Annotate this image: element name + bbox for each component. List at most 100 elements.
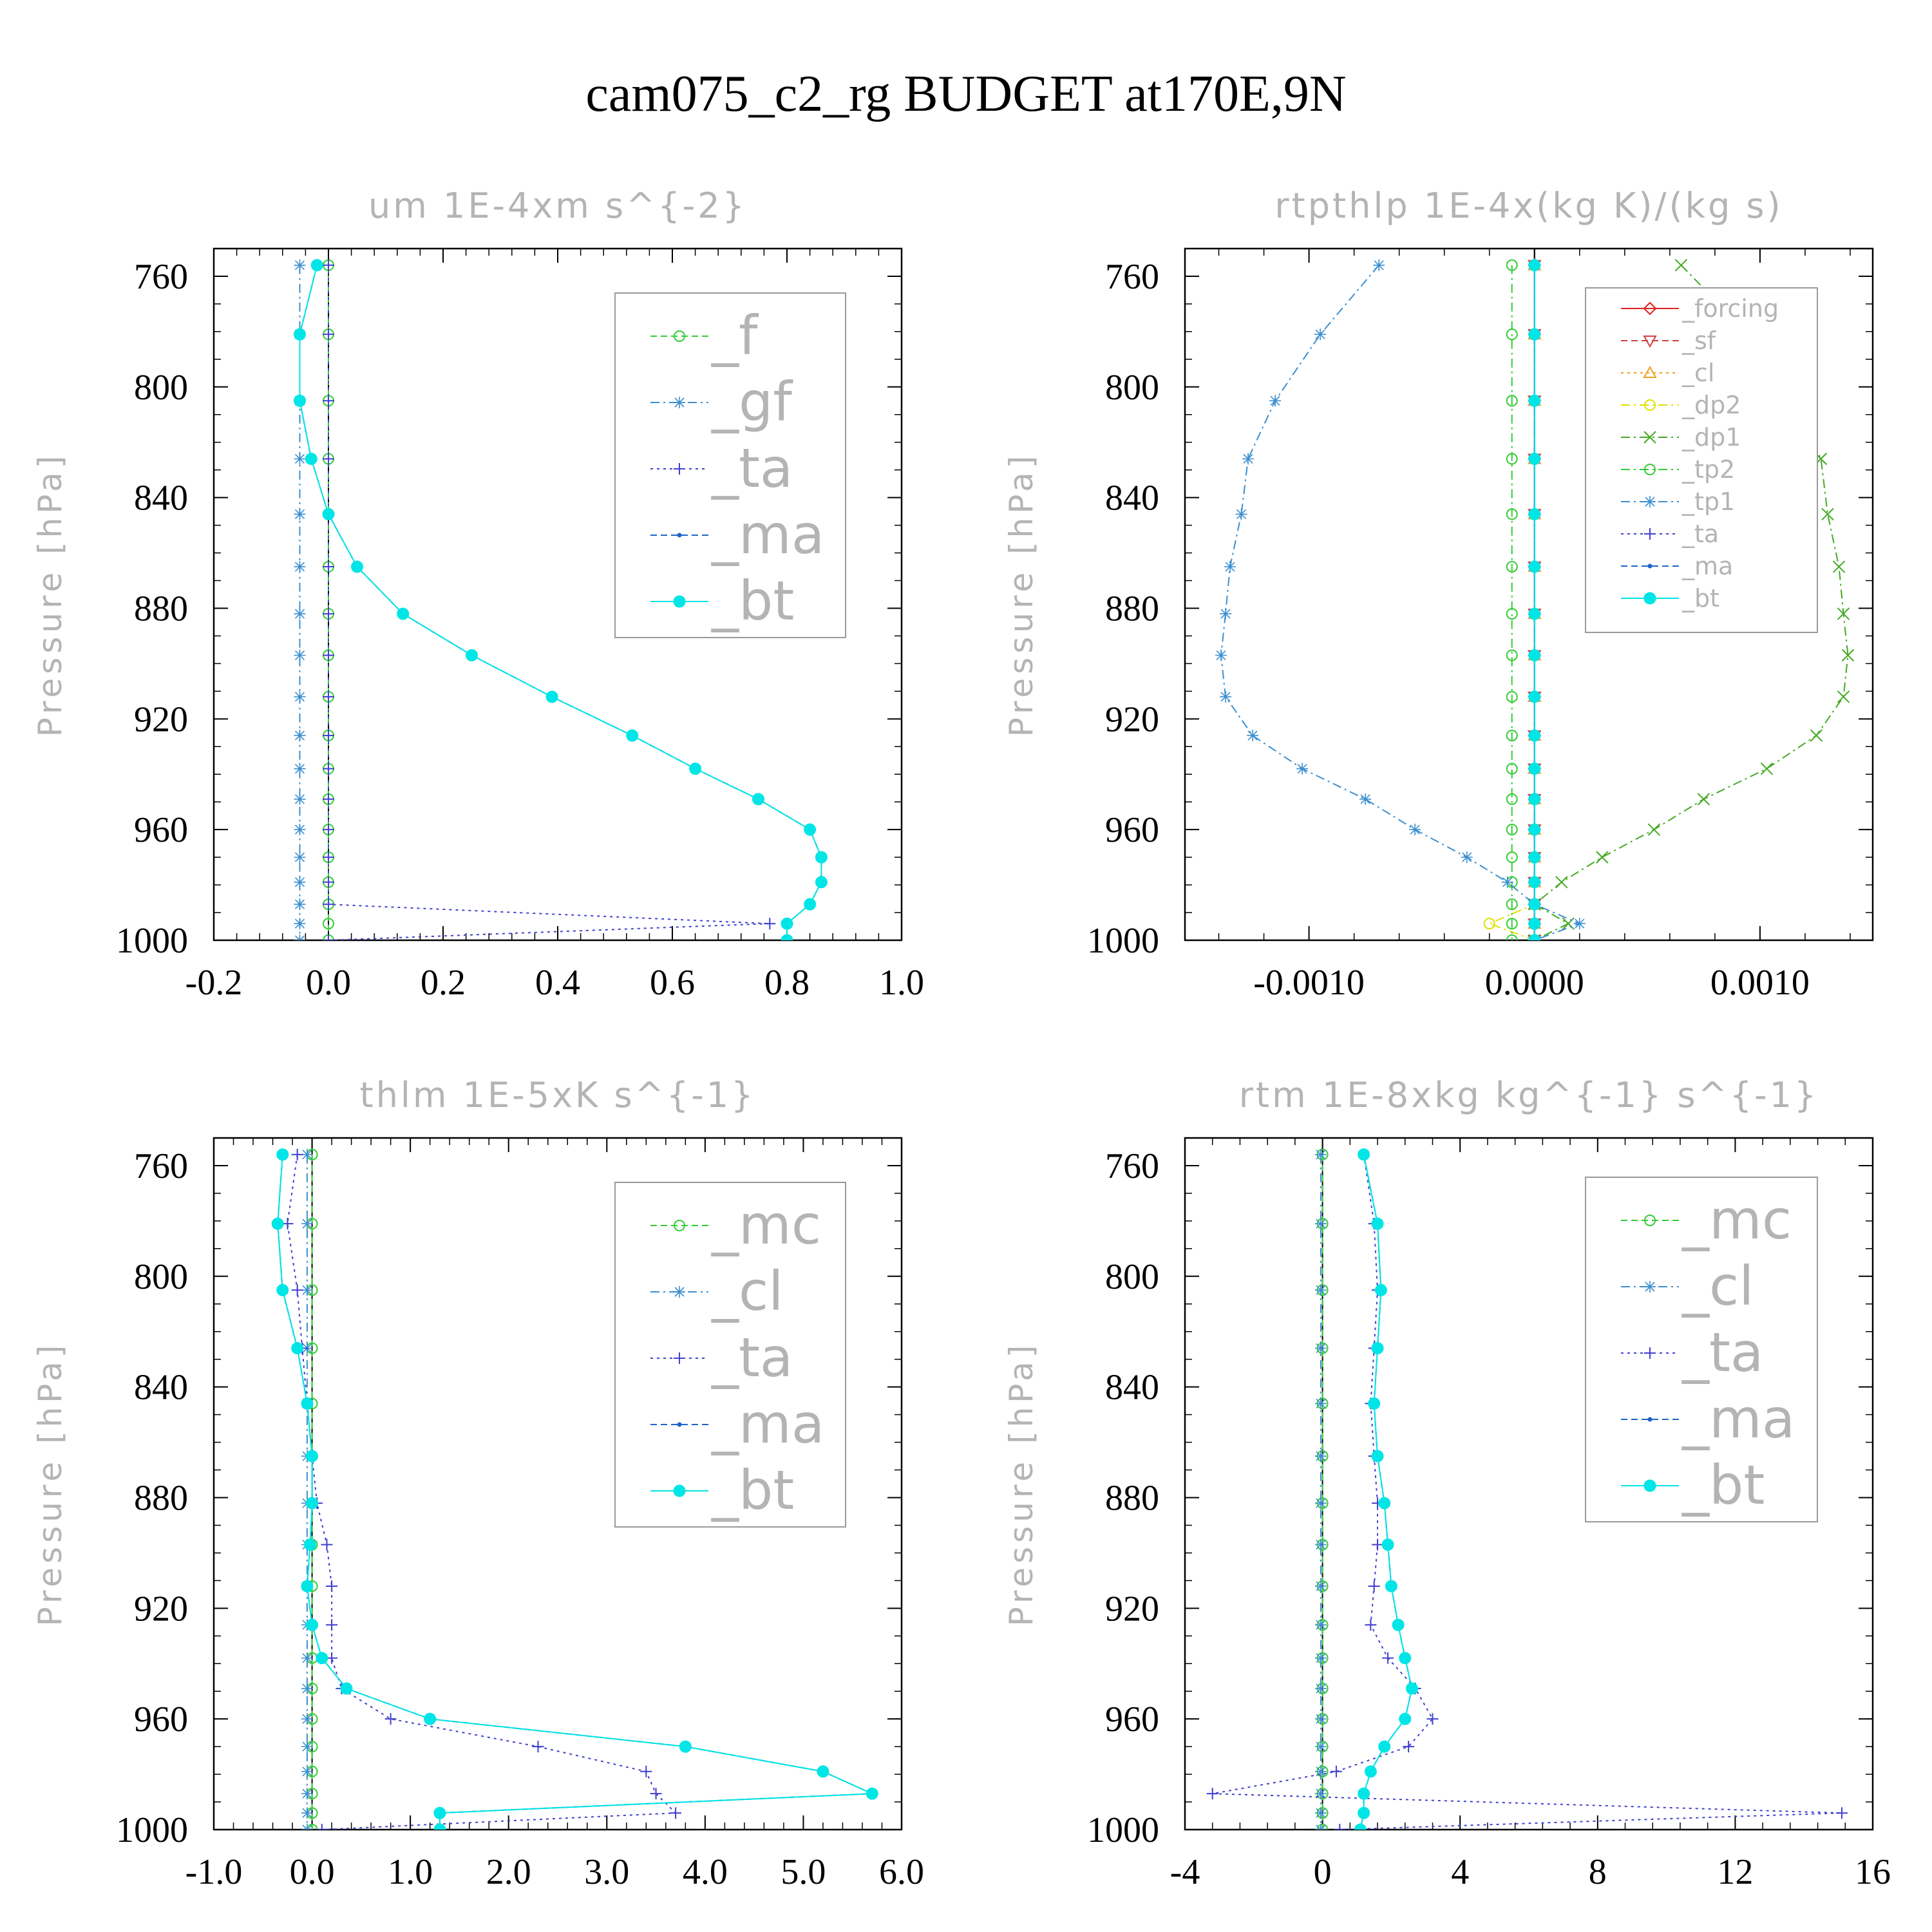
data-point bbox=[424, 1712, 437, 1725]
y-tick-label: 800 bbox=[1105, 368, 1159, 408]
x-tick-label: 5.0 bbox=[781, 1852, 826, 1892]
data-point bbox=[1528, 328, 1541, 341]
data-point bbox=[326, 1619, 338, 1631]
data-point bbox=[1314, 1450, 1327, 1463]
legend-marker bbox=[1644, 464, 1656, 475]
data-point bbox=[1528, 917, 1541, 930]
data-point bbox=[752, 793, 764, 806]
y-tick-label: 920 bbox=[134, 1589, 188, 1629]
data-point bbox=[306, 1450, 319, 1463]
data-point bbox=[1314, 1148, 1327, 1160]
data-point bbox=[294, 876, 306, 888]
data-point bbox=[301, 1580, 314, 1593]
y-tick-label: 880 bbox=[1105, 589, 1159, 629]
data-point bbox=[1382, 1652, 1394, 1664]
legend-label: _ma bbox=[1681, 1387, 1795, 1450]
x-tick-label: -4 bbox=[1170, 1852, 1200, 1892]
data-point bbox=[340, 1682, 353, 1695]
legend-marker bbox=[1644, 496, 1656, 507]
panel-thlm: thlm 1E-5xK s^{-1} Pressure [hPa] 760 800 84… bbox=[32, 1075, 924, 1892]
legend-frame bbox=[1585, 1177, 1818, 1522]
data-point bbox=[804, 898, 817, 911]
data-point bbox=[1835, 1807, 1848, 1819]
data-point bbox=[1528, 649, 1541, 662]
legend: _f_gf_ta_ma_bt bbox=[614, 292, 846, 638]
data-point bbox=[1364, 1765, 1377, 1778]
legend-label: _dp1 bbox=[1681, 423, 1741, 451]
data-point bbox=[1506, 934, 1518, 940]
data-point bbox=[1269, 395, 1282, 407]
data-point bbox=[323, 395, 334, 407]
data-point bbox=[1354, 1823, 1367, 1830]
data-point bbox=[1506, 730, 1518, 742]
data-point bbox=[1371, 1341, 1384, 1354]
data-point bbox=[1381, 1539, 1394, 1551]
data-point bbox=[294, 561, 306, 573]
data-point bbox=[384, 1713, 397, 1725]
data-point bbox=[397, 607, 410, 620]
panel-rtm: rtm 1E-8xkg kg^{-1} s^{-1} Pressure [hPa]… bbox=[1003, 1075, 1891, 1892]
data-point bbox=[276, 1283, 289, 1296]
legend-label: _cl bbox=[1681, 359, 1714, 387]
y-tick-label: 760 bbox=[134, 1146, 188, 1186]
data-point bbox=[1358, 1787, 1370, 1800]
legend-label: _bt bbox=[1681, 1454, 1765, 1517]
y-tick-label: 800 bbox=[134, 1257, 188, 1297]
data-point bbox=[1314, 1218, 1327, 1230]
data-point bbox=[1314, 1741, 1327, 1753]
legend-label: _dp2 bbox=[1681, 391, 1741, 419]
legend-frame bbox=[1585, 287, 1818, 633]
data-point bbox=[1371, 1217, 1384, 1230]
data-point bbox=[1399, 1712, 1412, 1725]
series-line-ma bbox=[1359, 1154, 1413, 1830]
data-point bbox=[323, 608, 334, 620]
legend-marker bbox=[674, 330, 685, 342]
data-point bbox=[1506, 608, 1518, 620]
data-point bbox=[1399, 1652, 1412, 1665]
data-point bbox=[1528, 607, 1541, 620]
y-tick-label: 840 bbox=[1105, 1368, 1159, 1408]
data-point bbox=[323, 690, 334, 703]
data-point bbox=[1810, 729, 1823, 742]
legend-marker bbox=[677, 1422, 682, 1427]
data-point bbox=[1368, 1580, 1380, 1592]
legend-marker bbox=[1643, 336, 1657, 348]
data-point bbox=[323, 918, 334, 930]
data-point bbox=[294, 918, 306, 930]
data-point bbox=[1235, 508, 1247, 520]
data-point bbox=[294, 649, 306, 661]
y-tick-label: 840 bbox=[134, 478, 188, 518]
data-point bbox=[1359, 793, 1372, 805]
legend-label: _mc bbox=[711, 1193, 821, 1256]
data-point bbox=[301, 1652, 313, 1664]
x-tick-label: 0.0 bbox=[306, 963, 351, 1003]
data-point bbox=[670, 1807, 682, 1819]
data-point bbox=[323, 824, 334, 836]
data-point bbox=[323, 898, 334, 911]
y-axis-label: Pressure [hPa] bbox=[32, 452, 69, 737]
data-point bbox=[1697, 793, 1710, 806]
x-tick-label: 4 bbox=[1451, 1852, 1469, 1892]
data-point bbox=[1506, 918, 1518, 930]
panel-title: um 1E-4xm s^{-2} bbox=[368, 185, 747, 226]
data-point bbox=[291, 1284, 303, 1296]
data-point bbox=[1385, 1580, 1397, 1593]
data-point bbox=[323, 730, 334, 742]
legend-marker bbox=[1647, 1417, 1653, 1422]
data-point bbox=[291, 1341, 304, 1354]
data-point bbox=[1506, 395, 1518, 407]
data-point bbox=[294, 934, 306, 940]
data-point bbox=[1506, 690, 1518, 703]
data-point bbox=[294, 259, 306, 271]
data-point bbox=[306, 1618, 319, 1631]
data-point bbox=[689, 762, 702, 775]
data-point bbox=[301, 1713, 313, 1725]
legend-marker bbox=[1647, 564, 1653, 569]
legend: _mc_cl_ta_ma_bt bbox=[1585, 1177, 1818, 1522]
data-point bbox=[1426, 1713, 1439, 1725]
x-tick-label: 1.0 bbox=[388, 1852, 433, 1892]
data-point bbox=[1528, 876, 1541, 889]
x-tick-label: 0.8 bbox=[764, 963, 810, 1003]
data-point bbox=[1647, 823, 1661, 836]
data-point bbox=[1506, 328, 1518, 341]
